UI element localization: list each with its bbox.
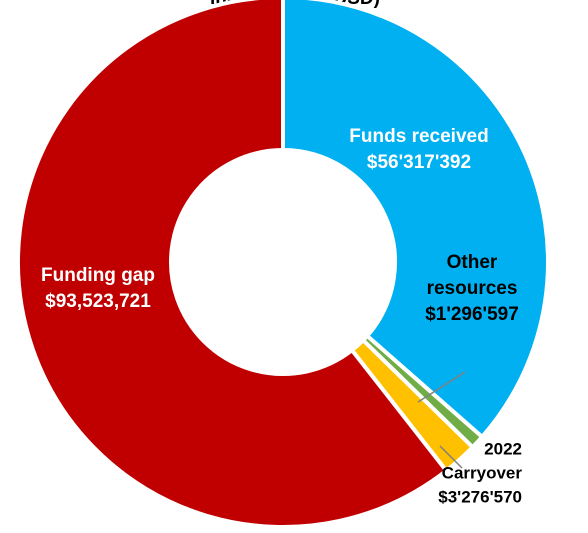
- leader-lines: [417, 371, 466, 469]
- slice-label-other-resources: Other resources $1'296'597: [425, 252, 519, 325]
- slice-label-line: Funds received: [349, 126, 488, 147]
- leader-line-2022-carryover: [439, 445, 463, 469]
- slice-label-line: Carryover: [442, 463, 523, 482]
- slice-funding-gap: [16, 0, 449, 529]
- slice-label-2022-carryover: 2022 Carryover $3'276'570: [438, 439, 522, 506]
- slice-funds-received: [281, 0, 550, 439]
- slice-label-line: 2022: [484, 439, 522, 458]
- slice-label-line: $56'317'392: [367, 152, 471, 173]
- slice-label-line: Other: [447, 252, 498, 273]
- slice-label-line: $3'276'570: [438, 487, 522, 506]
- slice-label-line: resources: [427, 278, 518, 299]
- slice-label-line: Funding gap: [41, 265, 155, 286]
- leader-line-other-resources: [417, 371, 466, 403]
- slice-label-funding-gap: Funding gap $93,523,721: [41, 265, 155, 312]
- slice-labels: Funds received $56'317'392 Other resources $…: [41, 126, 522, 506]
- slice-label-line: $93,523,721: [45, 291, 151, 312]
- slice-label-funds-received: Funds received $56'317'392: [349, 126, 488, 173]
- donut-slices: [16, 0, 550, 529]
- slice-label-line: $1'296'597: [425, 304, 519, 325]
